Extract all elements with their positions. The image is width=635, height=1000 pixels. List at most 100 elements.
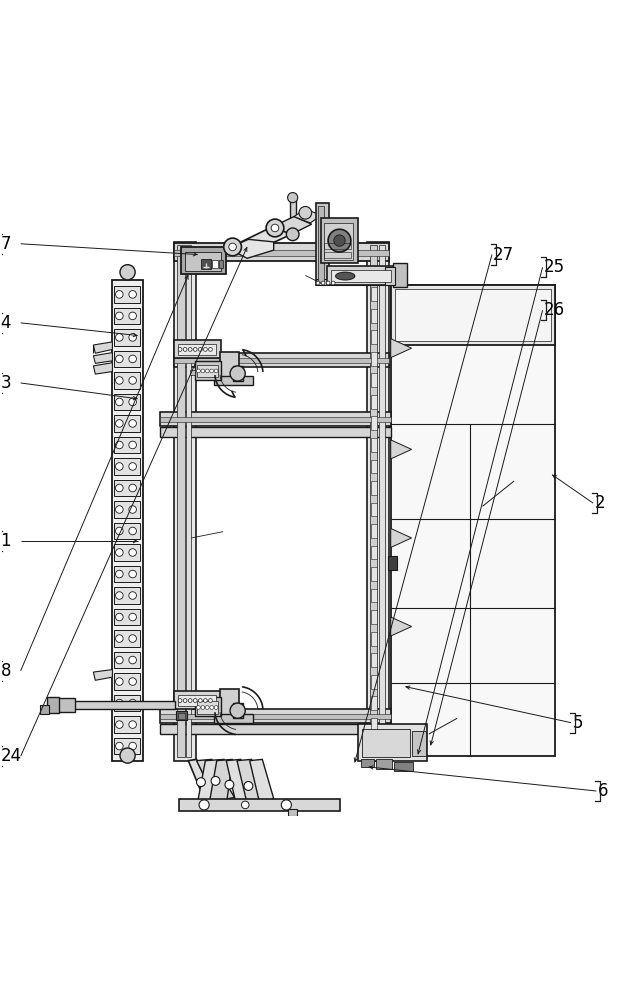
Circle shape: [214, 706, 218, 709]
Bar: [178, 344, 215, 355]
Text: 2: 2: [594, 494, 605, 512]
Circle shape: [201, 706, 204, 709]
Bar: [385, 267, 394, 285]
Circle shape: [129, 355, 137, 363]
Bar: [112, 280, 143, 761]
Polygon shape: [294, 209, 321, 223]
Circle shape: [116, 334, 123, 341]
Bar: [181, 247, 226, 274]
Circle shape: [116, 656, 123, 664]
Circle shape: [116, 570, 123, 578]
Circle shape: [129, 377, 137, 384]
Circle shape: [129, 613, 137, 621]
Bar: [316, 279, 393, 285]
Circle shape: [116, 377, 123, 384]
Circle shape: [129, 721, 137, 728]
Circle shape: [211, 776, 220, 785]
Polygon shape: [196, 759, 234, 801]
Bar: [114, 544, 140, 561]
Circle shape: [210, 369, 213, 373]
Circle shape: [224, 238, 241, 256]
Bar: [114, 351, 140, 367]
Bar: [232, 703, 243, 718]
Circle shape: [184, 348, 187, 351]
Polygon shape: [228, 227, 291, 255]
Text: 6: 6: [598, 782, 608, 800]
Bar: [174, 250, 389, 256]
Bar: [371, 438, 377, 452]
Bar: [363, 729, 410, 757]
Bar: [328, 266, 394, 285]
Circle shape: [326, 281, 330, 285]
Bar: [201, 259, 211, 269]
Bar: [371, 632, 377, 646]
Bar: [196, 701, 218, 714]
Bar: [114, 394, 140, 410]
Circle shape: [129, 506, 137, 513]
Bar: [174, 242, 196, 761]
Circle shape: [194, 348, 197, 351]
Bar: [371, 696, 377, 710]
Bar: [371, 330, 377, 344]
Circle shape: [116, 699, 123, 707]
Bar: [387, 556, 397, 570]
Polygon shape: [250, 759, 274, 804]
Bar: [371, 416, 377, 430]
Circle shape: [129, 291, 137, 298]
Circle shape: [129, 549, 137, 556]
Bar: [114, 286, 140, 303]
Text: 3: 3: [1, 374, 11, 392]
Polygon shape: [237, 759, 262, 804]
Circle shape: [271, 224, 279, 232]
Bar: [316, 203, 329, 285]
Bar: [174, 691, 221, 709]
Bar: [371, 481, 377, 495]
Bar: [324, 223, 354, 260]
Text: 24: 24: [1, 747, 22, 765]
Bar: [114, 716, 140, 733]
Circle shape: [116, 506, 123, 513]
Polygon shape: [93, 353, 112, 363]
Circle shape: [129, 484, 137, 492]
Bar: [370, 245, 377, 757]
Bar: [195, 697, 221, 716]
Bar: [179, 799, 340, 811]
Circle shape: [266, 219, 284, 237]
Circle shape: [116, 613, 123, 621]
Circle shape: [205, 369, 209, 373]
Circle shape: [288, 193, 298, 203]
Bar: [394, 762, 413, 771]
Polygon shape: [189, 759, 215, 804]
Circle shape: [316, 281, 320, 285]
Bar: [288, 809, 297, 816]
Circle shape: [203, 348, 207, 351]
Bar: [114, 630, 140, 647]
Polygon shape: [93, 363, 112, 374]
Circle shape: [334, 235, 345, 246]
Bar: [178, 713, 185, 719]
Bar: [174, 353, 389, 367]
Circle shape: [299, 206, 312, 219]
Circle shape: [198, 699, 202, 702]
Circle shape: [241, 801, 249, 809]
Circle shape: [129, 312, 137, 320]
Circle shape: [178, 348, 182, 351]
Bar: [321, 218, 358, 263]
Bar: [174, 358, 389, 363]
Circle shape: [214, 369, 218, 373]
Bar: [391, 285, 555, 345]
Circle shape: [116, 441, 123, 449]
Circle shape: [194, 699, 197, 702]
Text: 25: 25: [544, 258, 565, 276]
Circle shape: [116, 742, 123, 750]
Bar: [190, 370, 196, 375]
Circle shape: [129, 463, 137, 470]
Circle shape: [116, 549, 123, 556]
Bar: [114, 652, 140, 668]
Circle shape: [116, 592, 123, 599]
Bar: [371, 287, 377, 301]
Circle shape: [129, 441, 137, 449]
Bar: [220, 689, 239, 718]
Circle shape: [199, 800, 209, 810]
Circle shape: [120, 748, 135, 763]
